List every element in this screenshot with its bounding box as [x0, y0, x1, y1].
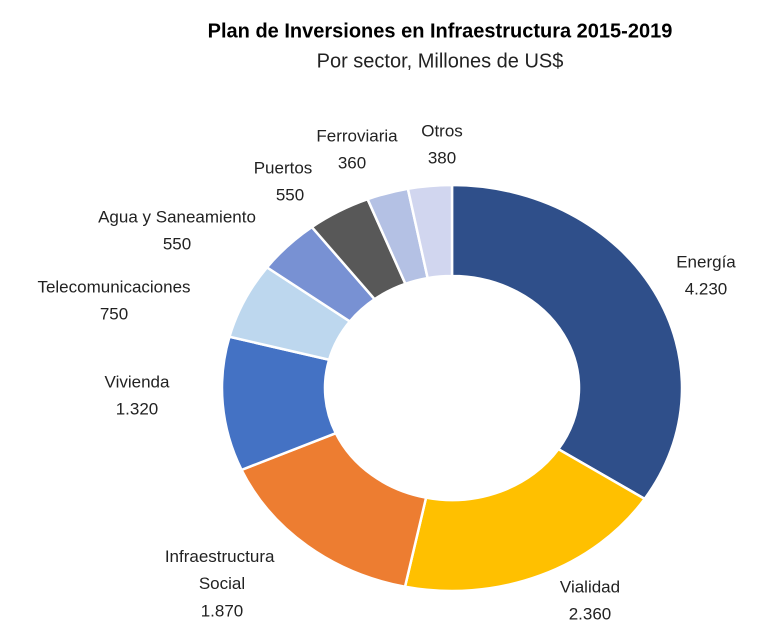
slice-label: Vivienda	[105, 372, 170, 391]
donut-slice	[239, 431, 428, 589]
slice-label: Otros	[421, 121, 463, 140]
slice-value: 550	[276, 185, 304, 204]
slice-value: 1.870	[201, 601, 244, 620]
slice-value: 1.320	[116, 399, 159, 418]
slice-value: 2.360	[569, 604, 612, 622]
slice-label: Vialidad	[560, 577, 620, 596]
chart-subtitle: Por sector, Millones de US$	[317, 50, 564, 72]
slice-value: 4.230	[685, 279, 728, 298]
donut-slice	[403, 447, 647, 593]
slice-label: Energía	[676, 252, 736, 271]
slice-value: 380	[428, 148, 456, 167]
slice-label: Telecomunicaciones	[37, 277, 190, 296]
slice-label: Ferroviaria	[316, 126, 398, 145]
slice-value: 360	[338, 153, 366, 172]
donut-slice	[450, 183, 684, 501]
donut-slice	[406, 183, 454, 280]
slice-label: Agua y Saneamiento	[98, 207, 256, 226]
slice-label: Infraestructura Social	[165, 547, 279, 593]
slice-label: Puertos	[254, 158, 313, 177]
slice-value: 750	[100, 304, 128, 323]
chart-title: Plan de Inversiones en Infraestructura 2…	[208, 20, 673, 42]
slice-value: 550	[163, 234, 191, 253]
